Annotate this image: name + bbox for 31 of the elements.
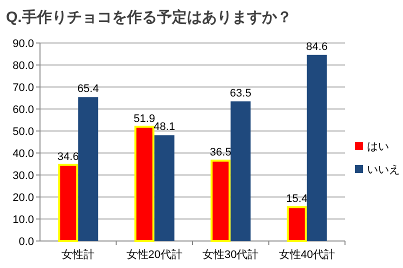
bar [134, 126, 154, 242]
x-tick-label: 女性20代計 [126, 248, 182, 261]
data-label: 15.4 [286, 193, 308, 206]
chart-title: Q.手作りチョコを作る予定はありますか？ [6, 8, 292, 26]
y-tick-label: 70.0 [12, 82, 34, 94]
y-tick-label: 90.0 [12, 38, 34, 50]
y-tick-label: 30.0 [12, 170, 34, 182]
data-label: 63.5 [230, 87, 252, 100]
bar [154, 135, 174, 241]
bar [286, 206, 307, 242]
data-label: 84.6 [306, 40, 328, 53]
bar [210, 160, 231, 242]
bar [58, 164, 78, 242]
data-label: 65.4 [77, 83, 99, 96]
x-tick-label: 女性計 [62, 248, 95, 261]
y-tick-label: 60.0 [12, 104, 34, 116]
y-tick-label: 40.0 [12, 148, 34, 160]
x-tick-label: 女性40代計 [278, 248, 335, 261]
y-tick-label: 10.0 [12, 214, 34, 226]
bar [306, 54, 327, 241]
data-label: 48.1 [154, 121, 176, 134]
y-tick-label: 80.0 [12, 60, 34, 72]
bar [78, 97, 98, 241]
bar [230, 101, 251, 241]
y-tick-label: 50.0 [12, 126, 34, 138]
y-tick-label: 20.0 [12, 192, 34, 204]
x-tick-label: 女性30代計 [202, 248, 259, 261]
legend-label: はい [367, 141, 389, 153]
data-label: 51.9 [134, 112, 156, 125]
y-tick-label: 0.0 [18, 236, 34, 248]
legend-label: いいえ [367, 164, 400, 176]
